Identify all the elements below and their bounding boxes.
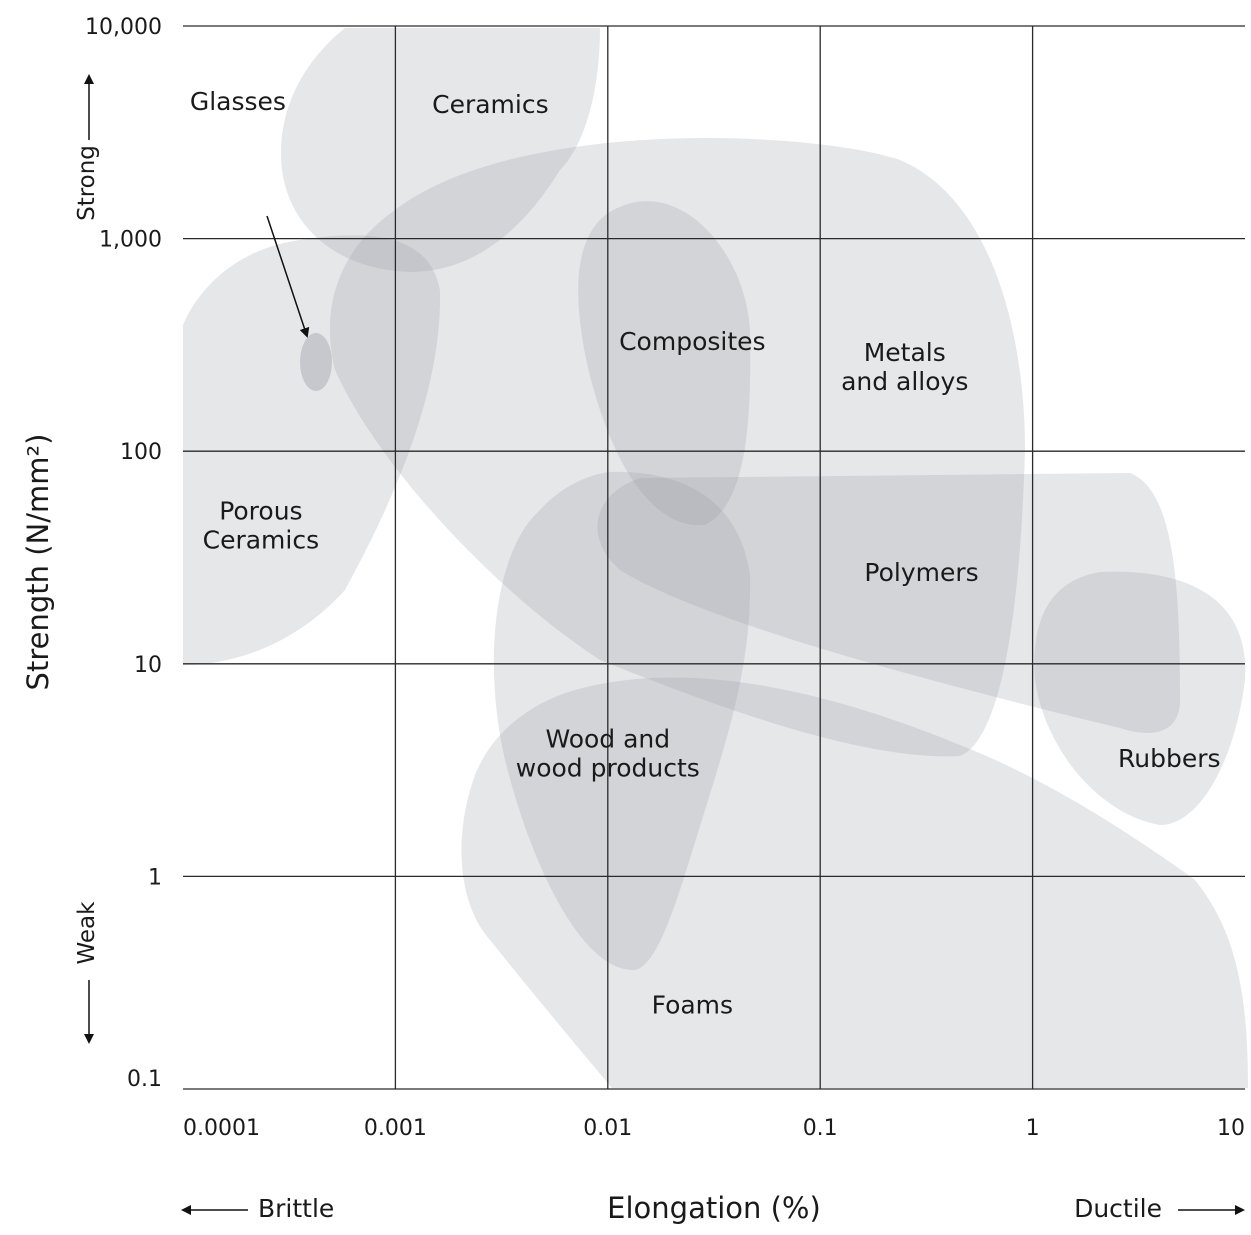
region-label-line: wood products [516,754,700,783]
x-tick-label: 0.0001 [183,1116,260,1141]
x-tick-label: 1 [1026,1116,1040,1141]
region-label-metals-and-alloys: Metals and alloys [841,338,968,396]
region-composites [578,201,751,526]
region-label-porous-ceramics: Porous Ceramics [203,496,320,554]
region-metals-and-alloys [329,138,1026,757]
x-axis-ticks: 0.0001 0.001 0.01 0.1 1 10 [183,1116,1245,1141]
region-label-wood-and-wood-products: Wood and wood products [516,725,700,783]
region-polymers [597,473,1180,733]
region-label-line: Glasses [190,87,286,116]
y-axis-ticks: 10,000 1,000 100 10 1 0.1 [85,15,162,1092]
region-label-foams: Foams [652,990,733,1019]
region-label-composites: Composites [619,327,765,356]
region-label-line: Polymers [864,558,978,587]
y-tick-label: 10,000 [85,15,162,40]
region-label-line: Wood and [545,725,670,754]
region-label-line: Composites [619,327,765,356]
x-tick-label: 10 [1217,1116,1245,1141]
region-label-line: and alloys [841,367,968,396]
region-wood-and-wood-products [493,471,751,971]
region-porous-ceramics [183,235,441,665]
region-label-line: Metals [864,338,946,367]
region-ceramics [280,28,600,272]
y-tick-label: 1 [148,865,162,890]
region-rubbers [1034,571,1246,825]
region-label-line: Ceramics [432,90,549,119]
glasses-pointer-arrow [266,215,310,338]
x-tick-label: 0.001 [364,1116,427,1141]
region-label-line: Ceramics [203,525,320,554]
region-glasses [300,333,332,391]
x-tick-label: 0.01 [583,1116,632,1141]
y-axis-title: Strength (N/mm²) [21,434,55,691]
region-label-line: Porous [219,496,302,525]
region-label-ceramics: Ceramics [432,90,549,119]
strong-label: Strong [74,145,100,221]
y-tick-label: 0.1 [127,1067,162,1092]
y-tick-label: 10 [134,653,162,678]
x-tick-label: 0.1 [803,1116,838,1141]
region-foams [461,677,1248,1088]
plot-grid [183,25,1245,1090]
region-label-polymers: Polymers [864,558,978,587]
region-label-rubbers: Rubbers [1118,744,1221,773]
region-label-glasses: Glasses [190,87,286,116]
material-regions [183,28,1248,1088]
region-label-line: Rubbers [1118,744,1221,773]
y-tick-label: 1,000 [99,228,162,253]
region-label-line: Foams [652,990,733,1019]
ductile-label: Ductile [1074,1194,1162,1223]
brittle-label: Brittle [258,1194,334,1223]
weak-label: Weak [74,901,100,965]
y-tick-label: 100 [120,440,162,465]
x-axis-title: Elongation (%) [607,1191,821,1225]
